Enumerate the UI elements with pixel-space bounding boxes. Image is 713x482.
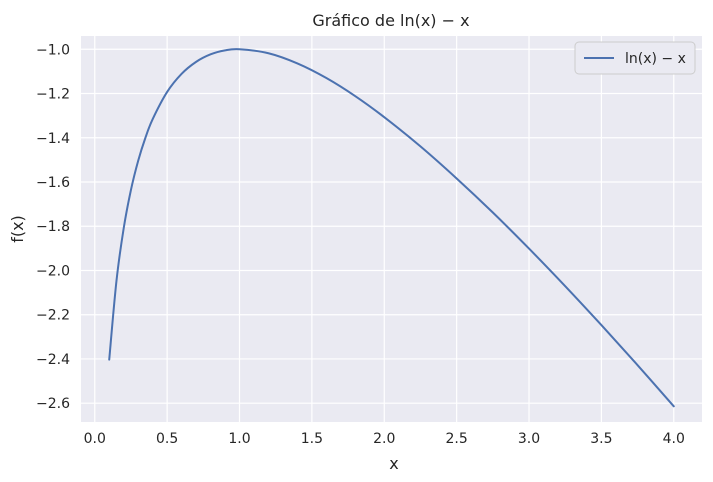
x-tick-label: 0.5 [156,431,178,447]
y-tick-label: −2.6 [36,396,70,412]
x-axis-label: x [389,454,398,473]
y-tick-label: −1.2 [36,87,70,103]
y-tick-label: −1.0 [36,42,70,58]
y-tick-label: −2.4 [36,352,70,368]
y-tick-label: −2.0 [36,263,70,279]
y-tick-label: −1.8 [36,219,70,235]
x-tick-label: 1.0 [228,431,250,447]
x-tick-label: 3.0 [518,431,540,447]
y-axis-label: f(x) [8,215,27,243]
x-tick-label: 1.5 [301,431,323,447]
x-tick-label: 0.0 [84,431,106,447]
y-tick-label: −2.2 [36,308,70,324]
series-line [108,48,675,408]
x-tick-label: 2.0 [373,431,395,447]
y-tick-label: −1.6 [36,175,70,191]
x-tick-label: 4.0 [663,431,685,447]
legend: ln(x) − x [574,41,696,75]
x-tick-label: 3.5 [590,431,612,447]
legend-label: ln(x) − x [625,51,686,67]
series-layer [108,48,675,408]
chart-title: Gráfico de ln(x) − x [312,11,469,30]
legend-box [574,41,696,75]
x-tick-labels: 0.0 0.5 1.0 1.5 2.0 2.5 3.0 3.5 4.0 [84,431,685,447]
y-tick-label: −1.4 [36,131,70,147]
y-tick-labels: −1.0 −1.2 −1.4 −1.6 −1.8 −2.0 −2.2 −2.4 −2.6 [36,42,70,412]
x-tick-label: 2.5 [446,431,468,447]
plot-area-background [81,36,702,422]
